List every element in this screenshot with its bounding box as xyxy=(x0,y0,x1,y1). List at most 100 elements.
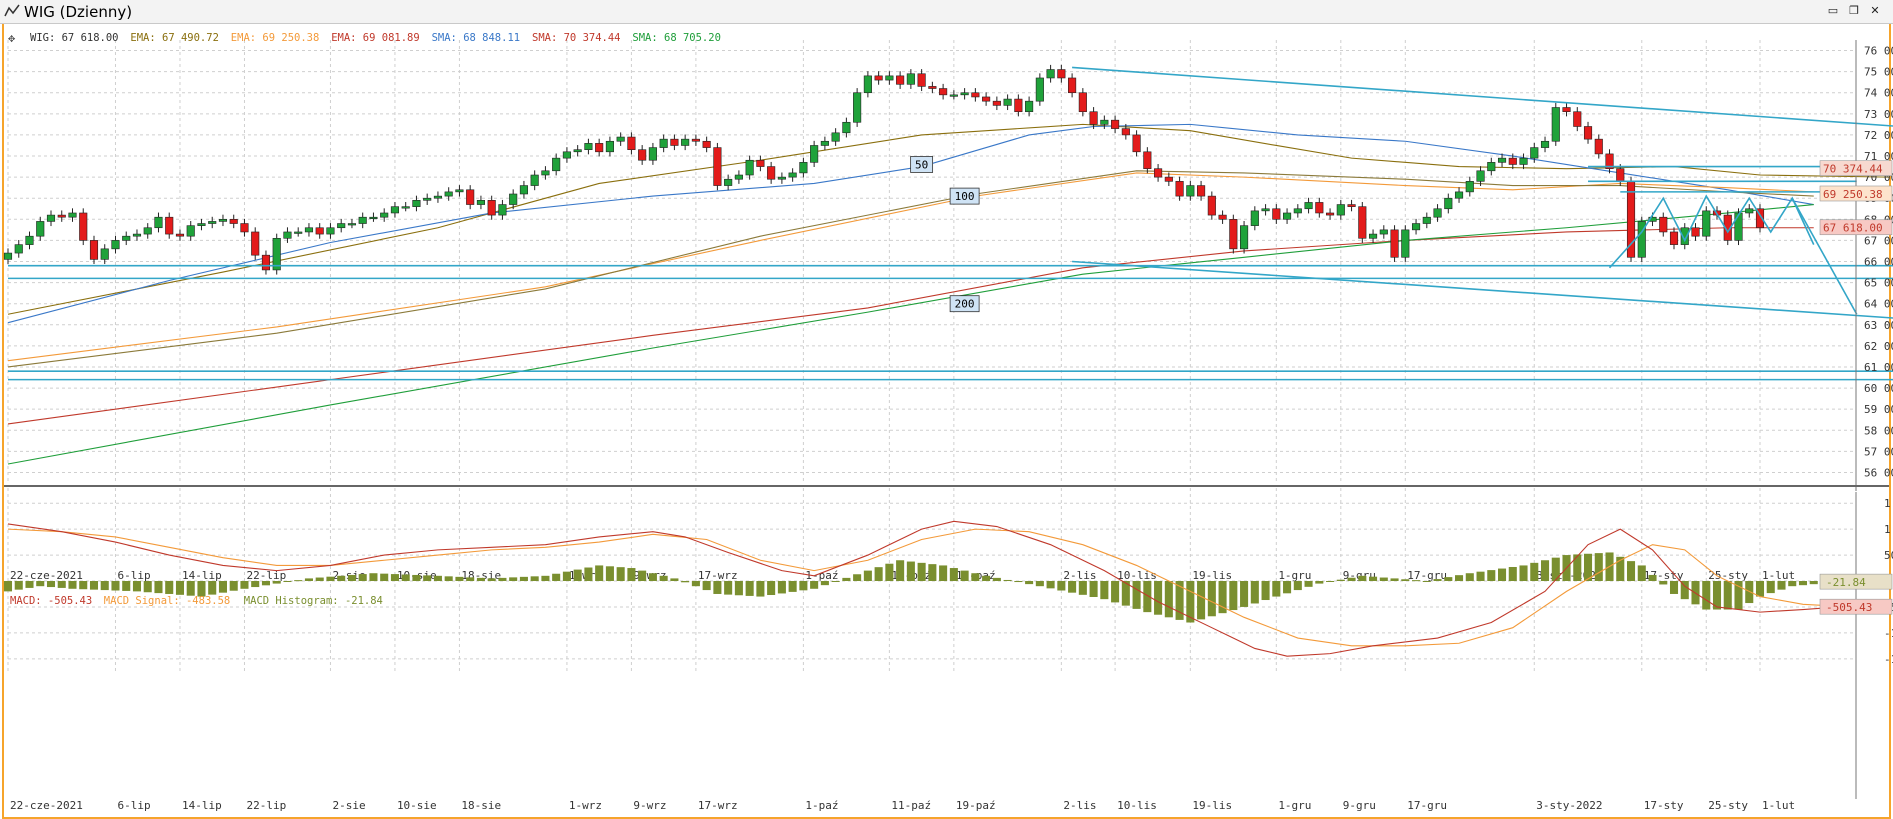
candle-body xyxy=(272,237,281,271)
macd-histogram-bar xyxy=(1057,581,1066,591)
candle-body xyxy=(842,121,851,134)
macd-histogram-bar xyxy=(1616,556,1625,581)
macd-histogram-bar xyxy=(46,581,56,588)
macd-histogram-bar xyxy=(1444,577,1453,581)
candle-body xyxy=(734,174,743,180)
x-tick-label: 6-lip xyxy=(117,569,150,582)
macd-histogram-bar xyxy=(1465,573,1474,581)
candle-body xyxy=(154,216,163,229)
macd-histogram-bar xyxy=(122,581,131,591)
chart-app-icon xyxy=(4,4,20,17)
macd-legend: MACD: -505.43 MACD Signal: -483.58 MACD Hi… xyxy=(10,595,383,607)
macd-histogram-bar xyxy=(896,560,905,581)
x-tick-label: 14-lip xyxy=(182,799,222,812)
macd-histogram-bar xyxy=(1755,581,1765,597)
macd-histogram-bar xyxy=(530,576,539,581)
macd-histogram-bar xyxy=(89,581,99,590)
candle-body xyxy=(1702,210,1711,237)
macd-histogram-bar xyxy=(1401,579,1410,581)
price-legend: WIG: 67 618.00 EMA: 67 490.72 EMA: 69 250.… xyxy=(8,31,721,45)
candle-body xyxy=(1390,229,1399,258)
macd-histogram-bar xyxy=(347,574,356,581)
macd-histogram-bar xyxy=(562,571,571,581)
close-icon[interactable]: ✕ xyxy=(1870,4,1880,17)
minimize-icon[interactable]: ▭ xyxy=(1827,4,1839,17)
x-tick-label: 17-wrz xyxy=(698,569,738,582)
candle-body xyxy=(928,86,937,89)
candle-body xyxy=(1078,92,1087,113)
candle-body xyxy=(1315,202,1324,214)
candle-body xyxy=(638,149,647,161)
candle-body xyxy=(659,138,668,148)
x-tick-label: 14-lip xyxy=(182,569,222,582)
macd-histogram-bar xyxy=(810,581,819,589)
candle-body xyxy=(197,223,206,226)
macd-histogram-bar xyxy=(143,581,152,593)
macd-histogram-bar xyxy=(1788,581,1797,587)
macd-histogram-bar xyxy=(186,581,195,596)
indicator-line xyxy=(7,172,1814,362)
y-tick-label: 71 000 xyxy=(1864,150,1893,163)
candle-body xyxy=(1368,233,1378,239)
candle-body xyxy=(1562,107,1571,113)
macd-line xyxy=(7,520,1836,657)
y-tick-label: 57 000 xyxy=(1864,445,1893,458)
candle-body xyxy=(1229,219,1238,250)
candle-body xyxy=(1207,195,1216,216)
macd-histogram-bar xyxy=(917,562,926,581)
candle-body xyxy=(1100,119,1109,125)
candle-body xyxy=(949,94,958,97)
macd-histogram-bar xyxy=(68,581,77,589)
macd-histogram-bar xyxy=(1326,581,1335,582)
macd-histogram-bar xyxy=(251,581,260,588)
macd-histogram-bar xyxy=(1336,579,1345,581)
candle-body xyxy=(261,254,271,271)
price-tag-box xyxy=(1819,160,1893,176)
price-grid xyxy=(7,40,1856,483)
macd-histogram-bar xyxy=(853,574,862,581)
candle-body xyxy=(1347,204,1356,207)
candle-body xyxy=(1175,181,1184,197)
candle-body xyxy=(283,231,292,239)
macd-histogram-bar xyxy=(358,574,367,581)
macd-histogram-bar xyxy=(1648,574,1657,581)
indicator-line xyxy=(7,227,1814,425)
macd-histogram-bar xyxy=(928,564,937,581)
candle-body xyxy=(1411,223,1421,231)
candle-body xyxy=(627,136,636,150)
candle-body xyxy=(68,212,77,218)
restore-icon[interactable]: ❐ xyxy=(1849,4,1859,17)
macd-histogram-bar xyxy=(1068,581,1077,593)
macd-histogram-bar xyxy=(584,567,593,581)
candle-body xyxy=(337,223,346,229)
macd-histogram-bar xyxy=(1412,580,1421,582)
candle-body xyxy=(788,172,797,178)
macd-histogram-bar xyxy=(14,581,23,590)
candle-body xyxy=(1089,111,1098,125)
y-tick-label: 1 000 xyxy=(1884,523,1893,536)
macd-histogram-bar xyxy=(799,581,808,591)
candle-body xyxy=(1283,212,1292,220)
candle-body xyxy=(1025,100,1034,113)
macd-histogram-bar xyxy=(831,581,840,582)
candle-body xyxy=(1465,181,1474,193)
y-tick-label: 64 000 xyxy=(1864,298,1893,311)
macd-histogram-bar xyxy=(1594,553,1603,581)
macd-tag-box xyxy=(1819,598,1893,615)
candle-body xyxy=(1164,176,1173,182)
macd-histogram-bar xyxy=(1121,581,1130,606)
candle-body xyxy=(1422,216,1431,224)
macd-histogram-bar xyxy=(444,576,453,581)
candle-body xyxy=(36,221,45,237)
macd-histogram-bar xyxy=(949,568,958,581)
candle-body xyxy=(519,185,528,195)
candle-body xyxy=(605,140,614,153)
candle-body xyxy=(1444,197,1453,210)
y-tick-label: 58 000 xyxy=(1864,424,1893,437)
macd-histogram-bar xyxy=(734,581,743,596)
candle-body xyxy=(1487,162,1496,172)
macd-histogram-bar xyxy=(1508,566,1517,581)
price-axis: 76 00075 00074 00073 00072 00071 00070 0… xyxy=(4,40,1893,582)
candle-body xyxy=(616,136,625,142)
